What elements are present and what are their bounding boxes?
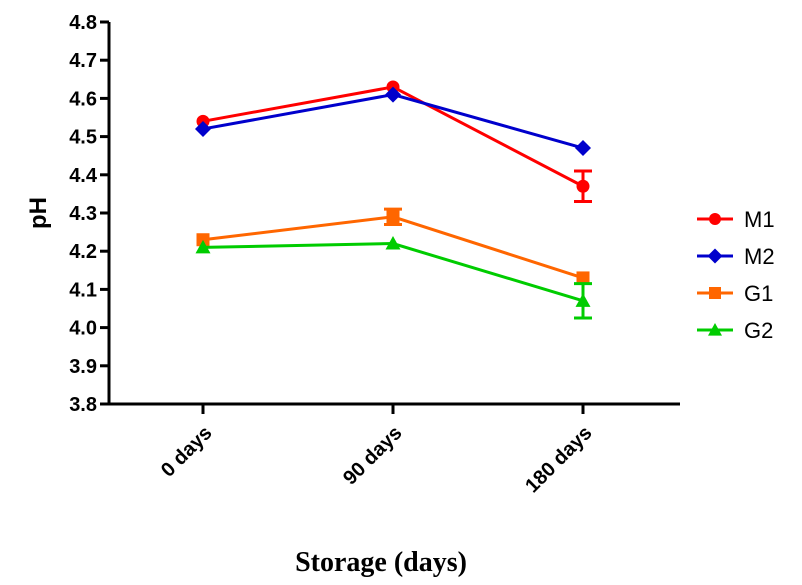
series-g2 [195, 236, 592, 320]
data-point [385, 86, 401, 103]
y-tick-label: 4.3 [69, 203, 97, 225]
y-tick-label: 4.7 [69, 50, 97, 72]
y-tick-label: 4.4 [69, 165, 98, 187]
y-tick-label: 4.6 [69, 88, 97, 110]
y-tick-label: 4.5 [69, 127, 97, 149]
x-tick-label: 0 days [157, 422, 217, 482]
data-point [575, 293, 591, 307]
y-ticks: 3.8 3.9 4.0 4.1 4.2 4.3 4.4 4.5 4.6 4.7 4.8 [69, 12, 109, 416]
y-tick-label: 3.8 [69, 394, 97, 416]
legend-label: G1 [744, 281, 773, 306]
y-tick-label: 4.2 [69, 241, 97, 263]
series-m2 [195, 86, 591, 157]
legend-label: M2 [744, 244, 775, 269]
series-layer [195, 80, 592, 320]
legend-item-g1: G1 [697, 281, 773, 306]
y-tick-label: 4.0 [69, 318, 97, 340]
data-point [385, 236, 401, 250]
series-line [202, 242, 584, 303]
legend-marker [708, 323, 722, 336]
x-tick-label: 90 days [339, 422, 406, 489]
legend-item-m1: M1 [697, 207, 775, 232]
x-tick-label: 180 days [521, 422, 596, 497]
y-axis-label: pH [25, 197, 52, 229]
data-point [196, 233, 210, 247]
x-axis-label: Storage (days) [295, 547, 467, 578]
data-point [575, 140, 591, 157]
data-point [386, 210, 400, 224]
data-point [576, 179, 590, 193]
x-ticks: 0 days 90 days 180 days [157, 404, 597, 497]
data-point [195, 120, 211, 137]
series-line [202, 93, 584, 150]
legend-marker [707, 248, 723, 264]
y-tick-label: 3.9 [69, 356, 97, 378]
data-point [576, 271, 590, 285]
series-g1 [196, 207, 590, 285]
legend: M1 M2 G1 G2 [697, 207, 775, 343]
y-tick-label: 4.1 [69, 279, 97, 301]
legend-marker [709, 213, 721, 225]
legend-label: G2 [744, 318, 773, 343]
legend-label: M1 [744, 207, 775, 232]
legend-marker [709, 287, 721, 299]
y-tick-label: 4.8 [69, 12, 97, 34]
legend-item-m2: M2 [697, 244, 775, 269]
legend-item-g2: G2 [697, 318, 773, 343]
data-point [195, 239, 211, 254]
